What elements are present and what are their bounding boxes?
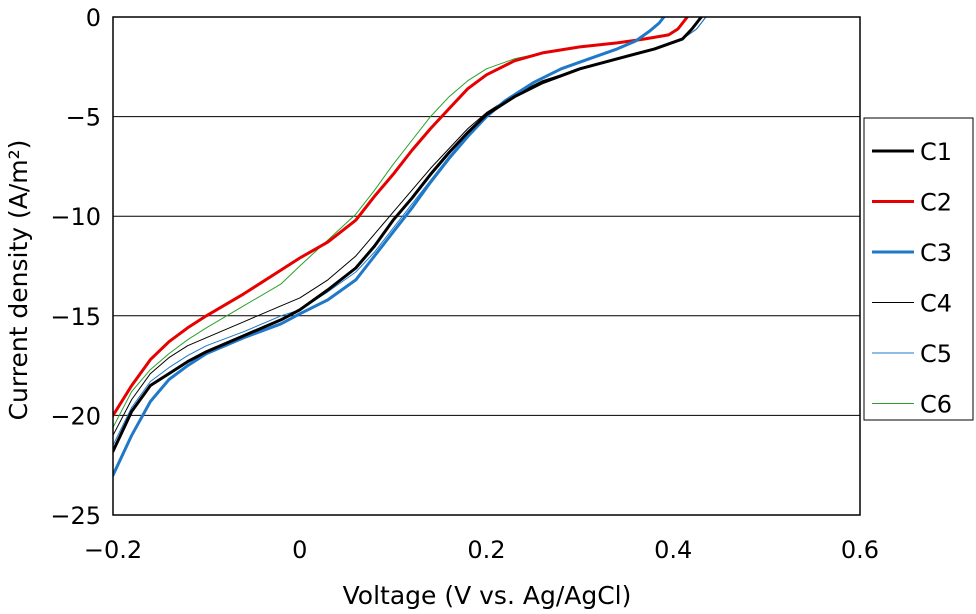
legend: C1 C2 C3 C4 C5 C6 xyxy=(863,117,974,421)
series-line-c5 xyxy=(113,17,707,446)
y-tick-label: −10 xyxy=(50,203,101,231)
legend-label: C6 xyxy=(920,391,952,419)
legend-box xyxy=(863,117,974,421)
y-tick-label: 0 xyxy=(86,4,101,32)
series-line-c4 xyxy=(113,17,707,436)
y-tick-label: −25 xyxy=(50,502,101,530)
legend-label: C5 xyxy=(920,340,952,368)
plot-frame xyxy=(112,16,861,516)
y-tick-label: −5 xyxy=(66,104,101,132)
series-line-c1 xyxy=(113,17,703,453)
legend-label: C3 xyxy=(920,239,952,267)
y-tick-label: −20 xyxy=(50,402,101,430)
x-tick-label: 0.6 xyxy=(841,536,879,564)
x-tick-labels: −0.2 0 0.2 0.4 0.6 xyxy=(84,536,879,564)
x-tick-label: 0 xyxy=(292,536,307,564)
legend-label: C2 xyxy=(920,189,952,217)
series-lines xyxy=(113,17,707,477)
x-tick-label: 0.4 xyxy=(654,536,692,564)
y-tick-labels: 0 −5 −10 −15 −20 −25 xyxy=(50,4,101,530)
x-tick-label: −0.2 xyxy=(84,536,142,564)
legend-label: C4 xyxy=(920,290,952,318)
series-line-c3 xyxy=(113,17,666,477)
grid-lines xyxy=(113,116,860,416)
x-tick-label: 0.2 xyxy=(467,536,505,564)
y-tick-label: −15 xyxy=(50,303,101,331)
y-axis-label: Current density (A/m²) xyxy=(4,140,33,421)
legend-label: C1 xyxy=(920,138,952,166)
x-axis-label: Voltage (V vs. Ag/AgCl) xyxy=(343,581,632,610)
